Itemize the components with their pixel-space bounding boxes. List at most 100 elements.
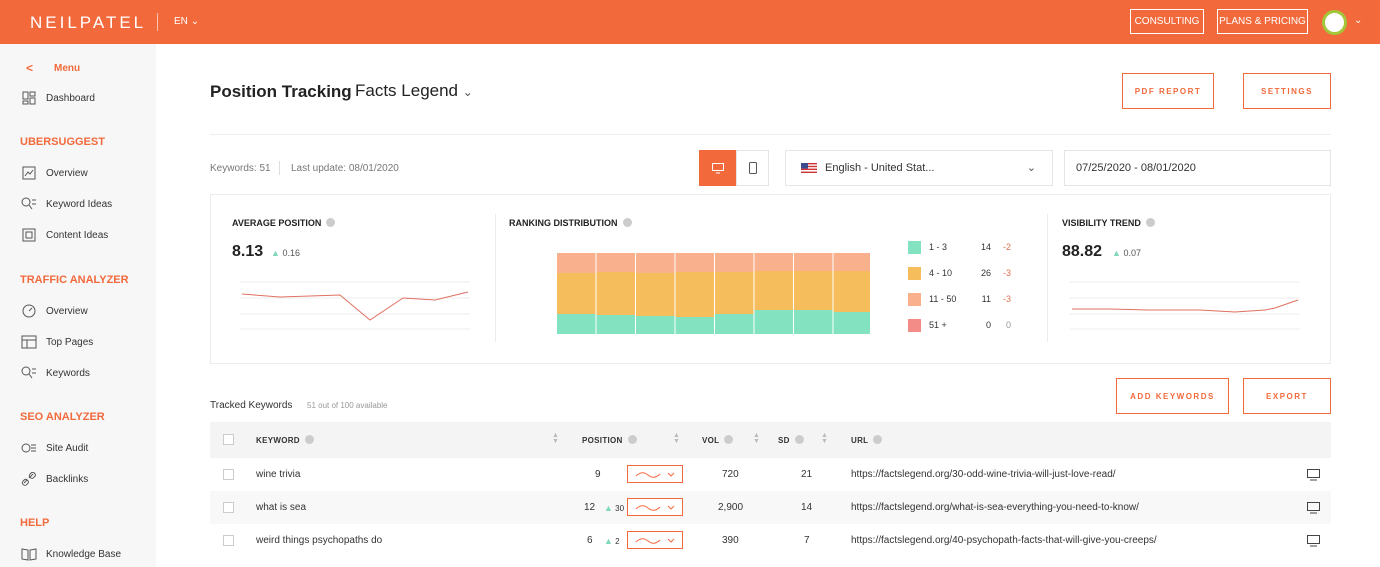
desktop-icon: [711, 162, 724, 173]
desktop-toggle[interactable]: [699, 150, 736, 186]
stats-panel: [210, 194, 1331, 364]
sparkline-icon: [635, 538, 675, 544]
bar-segment: [794, 310, 833, 334]
language-selector[interactable]: EN ⌄: [174, 16, 199, 27]
position-change-value: 2: [615, 537, 620, 546]
top-bar: NEILPATEL EN ⌄ CONSULTING PLANS & PRICIN…: [0, 0, 1380, 44]
position-history-dropdown[interactable]: [627, 498, 683, 516]
bar-segment: [675, 272, 714, 317]
table-row[interactable]: weird things psychopaths do 6 ▲ 2 390 7 …: [210, 524, 1331, 557]
divider: [495, 214, 496, 342]
avatar[interactable]: [1322, 10, 1347, 35]
position-history-dropdown[interactable]: [627, 465, 683, 483]
position-history-dropdown[interactable]: [627, 531, 683, 549]
sidebar-item-label: Overview: [46, 305, 88, 317]
bar-segment: [557, 253, 596, 273]
export-button[interactable]: EXPORT: [1243, 378, 1331, 414]
arrow-up-icon: ▲: [604, 536, 613, 546]
bar-segment: [636, 273, 675, 316]
divider: [1047, 214, 1048, 342]
column-vol[interactable]: VOL: [702, 435, 734, 445]
legend-count: 0: [985, 320, 991, 330]
sd-cell: 21: [801, 469, 813, 480]
sd-cell: 14: [801, 502, 813, 513]
date-range-picker[interactable]: 07/25/2020 - 08/01/2020: [1064, 150, 1331, 186]
visibility-value: 88.82: [1062, 243, 1103, 260]
help-icon[interactable]: [873, 435, 883, 444]
sidebar-item-overview[interactable]: Overview: [20, 163, 88, 183]
keyword-cell: weird things psychopaths do: [256, 535, 383, 546]
keyword-ideas-icon: [20, 196, 38, 212]
legend-count: 11: [981, 294, 991, 304]
bar-segment: [794, 253, 833, 271]
legend-change: -3: [1002, 268, 1011, 278]
menu-label[interactable]: Menu: [54, 63, 81, 74]
help-icon[interactable]: [304, 435, 314, 444]
visibility-sparkline: [1070, 281, 1300, 330]
us-flag-icon: [801, 163, 817, 173]
position-cell: 9: [595, 469, 601, 480]
legend-row-11-50: 11 - 50 11 -3: [908, 292, 1011, 306]
sidebar-item-knowledge-base[interactable]: Knowledge Base: [20, 544, 121, 564]
table-row[interactable]: wine trivia 9 720 21 https://factslegend…: [210, 458, 1331, 491]
sort-icon[interactable]: ▲ ▼: [552, 432, 559, 445]
legend-label: 11 - 50: [929, 294, 957, 304]
sidebar-item-backlinks[interactable]: Backlinks: [20, 469, 88, 489]
link-icon: [20, 471, 38, 487]
sidebar-item-traffic-overview[interactable]: Overview: [20, 301, 88, 321]
row-checkbox[interactable]: [223, 535, 234, 546]
legend-count: 26: [980, 268, 991, 278]
sidebar-item-content-ideas[interactable]: Content Ideas: [20, 225, 108, 245]
logo[interactable]: NEILPATEL: [30, 13, 147, 32]
mobile-toggle[interactable]: [736, 150, 769, 186]
legend-label: 1 - 3: [929, 242, 948, 252]
project-name: Facts Legend: [355, 81, 459, 100]
help-icon[interactable]: [1145, 218, 1155, 227]
sd-cell: 7: [804, 535, 810, 546]
sort-icon[interactable]: ▲ ▼: [753, 432, 760, 445]
sparkline-icon: [635, 472, 675, 478]
url-cell[interactable]: https://factslegend.org/40-psychopath-fa…: [851, 535, 1157, 546]
visibility-trend-title-label: VISIBILITY TREND: [1062, 218, 1141, 228]
help-icon[interactable]: [794, 435, 804, 444]
sidebar-item-site-audit[interactable]: Site Audit: [20, 438, 88, 458]
help-icon[interactable]: [622, 218, 632, 227]
help-icon[interactable]: [627, 435, 637, 444]
column-sd[interactable]: SD: [778, 435, 804, 445]
gauge-icon: [20, 303, 38, 319]
legend-label: 51 +: [929, 320, 947, 330]
sidebar-item-label: Top Pages: [46, 336, 94, 348]
bar-segment: [715, 272, 754, 314]
pdf-report-button[interactable]: PDF REPORT: [1122, 73, 1214, 109]
plans-pricing-button[interactable]: PLANS & PRICING: [1217, 9, 1308, 34]
sidebar-item-keyword-ideas[interactable]: Keyword Ideas: [20, 194, 112, 214]
consulting-button[interactable]: CONSULTING: [1130, 9, 1204, 34]
legend-count: 14: [980, 242, 991, 252]
sidebar-item-top-pages[interactable]: Top Pages: [20, 332, 93, 352]
sidebar-item-dashboard[interactable]: Dashboard: [20, 88, 95, 108]
language-location-dropdown[interactable]: English - United Stat... ⌄: [785, 150, 1053, 186]
help-icon[interactable]: [326, 218, 336, 227]
column-position[interactable]: POSITION: [582, 435, 637, 445]
back-arrow-icon[interactable]: <: [26, 61, 34, 75]
project-selector[interactable]: Facts Legend ⌄: [355, 81, 473, 101]
sidebar-item-keywords[interactable]: Keywords: [20, 363, 90, 383]
url-cell[interactable]: https://factslegend.org/30-odd-wine-triv…: [851, 469, 1116, 480]
column-url[interactable]: URL: [851, 435, 883, 445]
sort-icon[interactable]: ▲ ▼: [821, 432, 828, 445]
help-icon[interactable]: [724, 435, 734, 444]
add-keywords-button[interactable]: ADD KEYWORDS: [1116, 378, 1229, 414]
url-cell[interactable]: https://factslegend.org/what-is-sea-ever…: [851, 502, 1139, 513]
chevron-down-icon: ⌄: [1026, 162, 1036, 174]
arrow-up-icon: ▲: [271, 248, 280, 258]
table-row[interactable]: what is sea 12 ▲ 30 2,900 14 https://fac…: [210, 491, 1331, 524]
sort-icon[interactable]: ▲ ▼: [673, 432, 680, 445]
row-checkbox[interactable]: [223, 502, 234, 513]
visibility-delta: ▲ 0.07: [1112, 248, 1141, 258]
chevron-down-icon[interactable]: ⌄: [1354, 15, 1363, 26]
column-keyword[interactable]: KEYWORD: [256, 435, 314, 445]
select-all-checkbox[interactable]: [223, 434, 234, 445]
row-checkbox[interactable]: [223, 469, 234, 480]
divider: [157, 13, 158, 31]
settings-button[interactable]: SETTINGS: [1243, 73, 1331, 109]
